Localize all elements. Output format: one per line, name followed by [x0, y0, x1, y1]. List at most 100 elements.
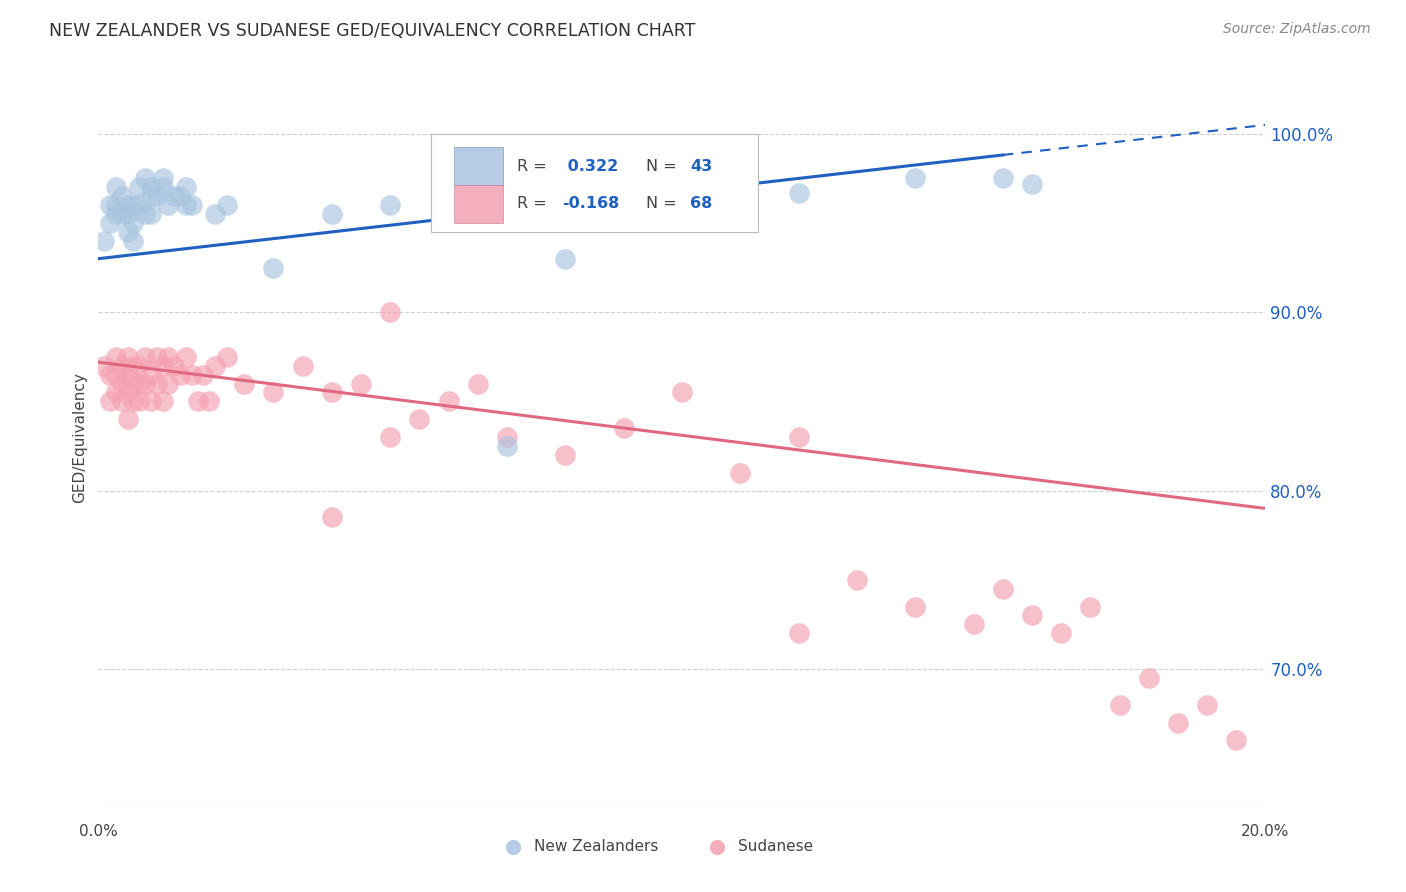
Point — [134, 376, 156, 391]
Point — [163, 359, 186, 373]
Point — [117, 368, 139, 382]
Point — [380, 305, 402, 319]
Point — [117, 412, 139, 426]
Point — [1167, 715, 1189, 730]
Point — [291, 359, 314, 373]
Point — [380, 430, 402, 444]
Text: 43: 43 — [690, 159, 713, 174]
Point — [139, 394, 162, 409]
Point — [146, 376, 169, 391]
Point — [904, 171, 927, 186]
Point — [262, 260, 284, 275]
Text: R =: R = — [517, 196, 553, 211]
Point — [146, 189, 169, 203]
Point — [128, 394, 150, 409]
Point — [122, 359, 145, 373]
Point — [198, 394, 221, 409]
Point — [1021, 177, 1043, 191]
Point — [98, 216, 121, 230]
Point — [122, 198, 145, 212]
Point — [180, 368, 202, 382]
Point — [134, 171, 156, 186]
Point — [233, 376, 256, 391]
Point — [157, 350, 180, 364]
Point — [437, 394, 460, 409]
Point — [193, 368, 215, 382]
Point — [496, 439, 519, 453]
Point — [98, 394, 121, 409]
Point — [139, 368, 162, 382]
Point — [350, 376, 373, 391]
Point — [962, 617, 984, 632]
Point — [554, 448, 576, 462]
Point — [134, 350, 156, 364]
Point — [408, 412, 430, 426]
Point — [104, 368, 127, 382]
Text: N =: N = — [645, 196, 682, 211]
Point — [117, 385, 139, 400]
Point — [111, 376, 134, 391]
Point — [204, 359, 226, 373]
Point — [437, 189, 460, 203]
Point — [180, 198, 202, 212]
Point — [157, 376, 180, 391]
Point — [117, 225, 139, 239]
Text: New Zealanders: New Zealanders — [534, 839, 658, 855]
Point — [554, 252, 576, 266]
Point — [104, 207, 127, 221]
Point — [128, 376, 150, 391]
FancyBboxPatch shape — [454, 147, 503, 186]
Point — [104, 180, 127, 194]
Point — [991, 582, 1014, 596]
Point — [321, 207, 343, 221]
Point — [846, 573, 869, 587]
Point — [128, 359, 150, 373]
Point — [321, 510, 343, 524]
Point — [187, 394, 209, 409]
Point — [380, 198, 402, 212]
Point — [152, 180, 174, 194]
Point — [174, 198, 197, 212]
Point — [157, 198, 180, 212]
Point — [104, 385, 127, 400]
Point — [612, 421, 634, 435]
Point — [730, 466, 752, 480]
Text: R =: R = — [517, 159, 553, 174]
Point — [128, 180, 150, 194]
Point — [467, 376, 489, 391]
Point — [671, 385, 693, 400]
Point — [1021, 608, 1043, 623]
Point — [98, 198, 121, 212]
Point — [169, 189, 191, 203]
Point — [111, 359, 134, 373]
Point — [262, 385, 284, 400]
Point — [1080, 599, 1102, 614]
Point — [117, 350, 139, 364]
Point — [117, 207, 139, 221]
Text: 0.322: 0.322 — [562, 159, 619, 174]
Point — [1050, 626, 1073, 640]
Point — [104, 350, 127, 364]
Point — [93, 234, 115, 248]
Point — [98, 368, 121, 382]
Point — [152, 171, 174, 186]
Point — [152, 359, 174, 373]
Point — [1225, 733, 1247, 747]
Point — [122, 376, 145, 391]
Point — [215, 350, 238, 364]
Point — [174, 180, 197, 194]
Point — [111, 189, 134, 203]
Point — [1195, 698, 1218, 712]
Point — [787, 430, 810, 444]
Point — [204, 207, 226, 221]
Text: -0.168: -0.168 — [562, 196, 619, 211]
Text: NEW ZEALANDER VS SUDANESE GED/EQUIVALENCY CORRELATION CHART: NEW ZEALANDER VS SUDANESE GED/EQUIVALENC… — [49, 22, 696, 40]
Text: 68: 68 — [690, 196, 713, 211]
Point — [787, 186, 810, 200]
Text: Source: ZipAtlas.com: Source: ZipAtlas.com — [1223, 22, 1371, 37]
Point — [128, 198, 150, 212]
Point — [787, 626, 810, 640]
Point — [496, 430, 519, 444]
Text: 0.0%: 0.0% — [79, 824, 118, 839]
Point — [991, 171, 1014, 186]
